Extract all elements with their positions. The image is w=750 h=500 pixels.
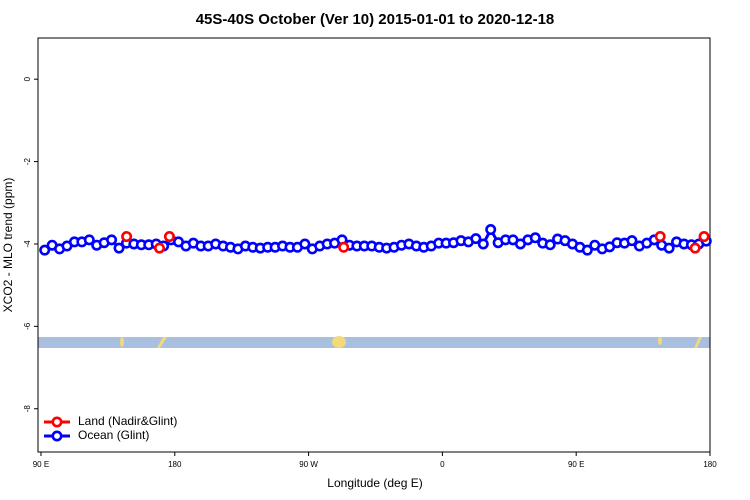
- data-point: [113, 242, 125, 254]
- land-ocean-strip: [38, 336, 710, 348]
- data-point: [485, 224, 497, 236]
- x-tick-label: 0: [440, 460, 445, 469]
- x-tick-label: 180: [703, 460, 717, 469]
- data-point: [299, 238, 311, 250]
- data-point: [663, 242, 675, 254]
- y-tick-label: -4: [23, 240, 32, 248]
- data-point: [121, 231, 133, 243]
- y-tick-label: 0: [23, 76, 32, 81]
- legend-label: Land (Nadir&Glint): [78, 414, 177, 428]
- y-tick-label: -8: [23, 405, 32, 413]
- data-point: [83, 234, 95, 246]
- data-point: [153, 242, 165, 254]
- x-tick-label: 90 W: [299, 460, 318, 469]
- data-point: [470, 233, 482, 245]
- legend-marker: [51, 416, 63, 428]
- y-tick-label: -2: [23, 157, 32, 165]
- data-point: [698, 231, 710, 243]
- data-point: [654, 231, 666, 243]
- x-axis-label: Longitude (deg E): [327, 476, 422, 490]
- data-point: [39, 244, 51, 256]
- data-point: [106, 234, 118, 246]
- data-point: [163, 231, 175, 243]
- x-tick-label: 90 E: [568, 460, 584, 469]
- x-tick-label: 90 E: [33, 460, 49, 469]
- y-axis-label: XCO2 - MLO trend (ppm): [1, 178, 15, 313]
- data-point: [626, 235, 638, 247]
- y-tick-label: -6: [23, 322, 32, 330]
- legend-label: Ocean (Glint): [78, 428, 149, 442]
- data-point: [544, 239, 556, 251]
- legend-marker: [51, 430, 63, 442]
- data-point: [529, 232, 541, 244]
- data-point: [689, 242, 701, 254]
- chart-title: 45S-40S October (Ver 10) 2015-01-01 to 2…: [196, 11, 555, 28]
- x-tick-label: 180: [168, 460, 182, 469]
- data-point: [581, 244, 593, 256]
- data-point: [338, 241, 350, 253]
- data-point: [477, 238, 489, 250]
